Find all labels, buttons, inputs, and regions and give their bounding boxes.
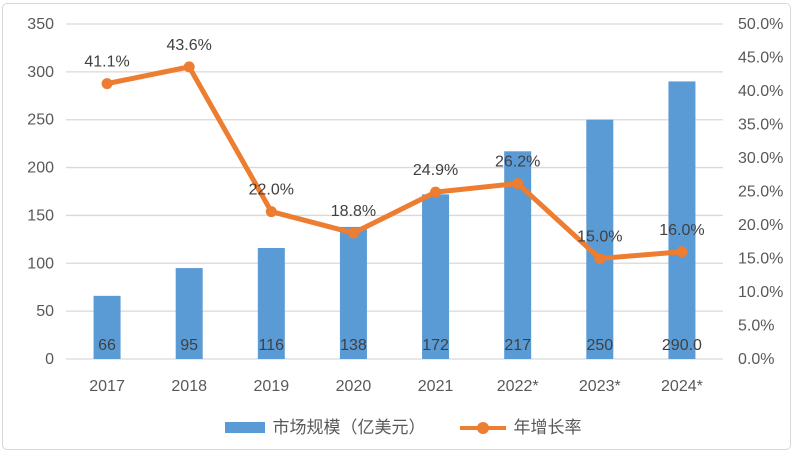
x-axis-label-2024*: 2024* [661,378,703,395]
bar-2017 [93,295,121,359]
bar-value-label-2017: 66 [98,337,116,354]
bar-value-label-2021: 172 [422,337,449,354]
growth-rate-line [104,64,685,261]
growth-value-label-2018: 43.6% [167,37,212,54]
right-axis-tick: 40.0% [738,83,783,100]
bar-value-label-2024*: 290.0 [662,337,702,354]
growth-value-label-2021: 24.9% [413,162,458,179]
right-axis-tick: 10.0% [738,284,783,301]
x-axis-label-2023*: 2023* [579,378,621,395]
growth-value-label-2019: 22.0% [249,182,294,199]
growth-value-label-2023*: 15.0% [577,229,622,246]
left-axis-tick: 350 [27,16,54,33]
right-axis-tick: 50.0% [738,16,783,33]
bar-series-swatch-icon [224,422,265,433]
right-axis-tick: 0.0% [738,351,774,368]
growth-point-2017 [101,78,113,90]
legend-label-market-size: 市场规模（亿美元） [272,418,426,437]
right-axis-tick: 5.0% [738,318,774,335]
left-axis-tick: 0 [45,351,54,368]
bar-2018 [175,268,203,359]
growth-value-label-2022*: 26.2% [495,153,540,170]
growth-point-2020 [347,227,359,239]
bar-2020 [339,226,367,359]
growth-point-2018 [183,61,195,73]
x-axis-label-2019: 2019 [254,378,290,395]
left-axis-tick: 250 [27,112,54,129]
left-axis-tick: 200 [27,160,54,177]
x-axis-label-2017: 2017 [89,378,125,395]
legend-item-market-size: 市场规模（亿美元） [224,418,426,437]
growth-point-2024* [676,246,688,258]
bar-value-label-2019: 116 [259,337,285,354]
bar-value-label-2023*: 250 [586,337,613,354]
x-axis-label-2020: 2020 [336,378,372,395]
x-axis-label-2021: 2021 [418,378,454,395]
bar-2024* [668,81,696,359]
growth-value-label-2017: 41.1% [84,54,129,71]
bar-value-label-2020: 138 [340,337,367,354]
line-series-swatch-icon [459,421,506,435]
bar-value-label-2018: 95 [180,337,198,354]
legend-item-growth-rate: 年增长率 [459,418,582,437]
right-axis-tick: 20.0% [738,217,783,234]
left-axis-tick: 150 [27,207,54,224]
growth-value-label-2024*: 16.0% [659,222,704,239]
right-axis-tick: 45.0% [738,50,783,67]
growth-point-2022* [512,177,524,189]
right-axis-tick: 35.0% [738,117,783,134]
left-axis-tick: 100 [27,255,54,272]
x-axis-label-2022*: 2022* [497,378,539,395]
right-axis-tick: 25.0% [738,184,783,201]
right-axis-tick: 30.0% [738,150,783,167]
growth-point-2019 [265,206,277,218]
left-axis-tick: 50 [36,303,54,320]
right-axis-tick: 15.0% [738,251,783,268]
chart-frame: 66 95 116 138 172 217 250 290.0 41.1% 43.6% 22.0% 1… [2,3,791,450]
combo-chart: 66 95 116 138 172 217 250 290.0 41.1% 43.6% 22.0% 1… [27,16,783,395]
left-axis-tick: 300 [27,64,54,81]
legend: 市场规模（亿美元） 年增长率 [3,419,800,436]
x-axis-label-2018: 2018 [171,378,207,395]
growth-value-label-2020: 18.8% [331,203,376,220]
growth-point-2023* [594,253,606,264]
growth-point-2021 [430,186,442,198]
bar-2023* [586,119,614,359]
bar-2021 [422,194,450,359]
bar-2019 [257,247,285,359]
legend-label-growth-rate: 年增长率 [513,418,582,437]
bar-value-label-2022*: 217 [504,337,531,354]
